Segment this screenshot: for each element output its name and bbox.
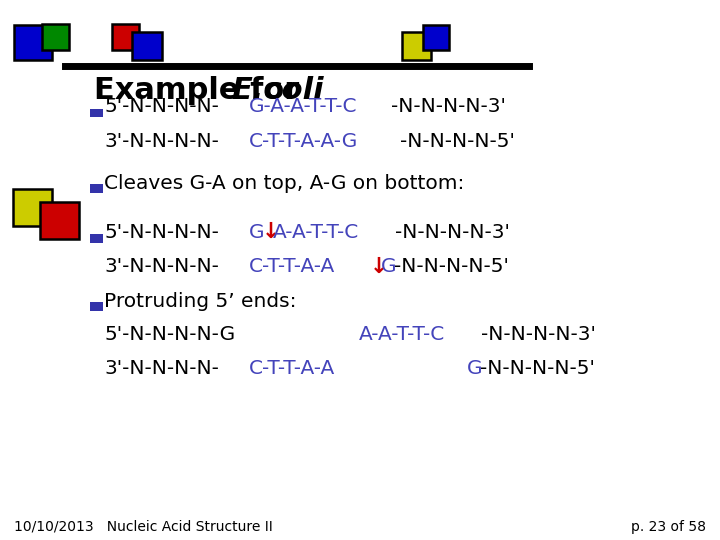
Text: 5'-N-N-N-N-: 5'-N-N-N-N- — [104, 222, 220, 242]
Text: 5'-N-N-N-N-G: 5'-N-N-N-N-G — [104, 325, 235, 345]
Bar — [90, 109, 103, 117]
Text: G: G — [381, 257, 397, 276]
Text: -N-N-N-N-3': -N-N-N-N-3' — [391, 97, 506, 117]
Bar — [90, 302, 103, 310]
Text: Cleaves G-A on top, A-G on bottom:: Cleaves G-A on top, A-G on bottom: — [104, 174, 465, 193]
Text: Example for: Example for — [94, 76, 310, 105]
Bar — [112, 24, 139, 50]
Bar — [132, 32, 162, 60]
Text: G: G — [248, 222, 264, 242]
Bar — [13, 189, 52, 226]
Bar — [90, 234, 103, 242]
Bar — [14, 25, 52, 60]
Text: 3'-N-N-N-N-: 3'-N-N-N-N- — [104, 359, 220, 379]
Text: Protruding 5’ ends:: Protruding 5’ ends: — [104, 292, 297, 311]
Bar — [402, 32, 431, 60]
Text: C-T-T-A-A: C-T-T-A-A — [248, 359, 335, 379]
Bar — [40, 202, 79, 239]
Text: C-T-T-A-A-G: C-T-T-A-A-G — [248, 132, 358, 151]
Text: G-A-A-T-T-C: G-A-A-T-T-C — [248, 97, 357, 117]
Text: p. 23 of 58: p. 23 of 58 — [631, 519, 706, 534]
Text: A-A-T-T-C: A-A-T-T-C — [273, 222, 359, 242]
Text: -N-N-N-N-5': -N-N-N-N-5' — [480, 359, 595, 379]
Text: E.coli: E.coli — [232, 76, 325, 105]
Text: -N-N-N-N-5': -N-N-N-N-5' — [400, 132, 515, 151]
Text: C-T-T-A-A: C-T-T-A-A — [248, 257, 335, 276]
Text: -N-N-N-N-5': -N-N-N-N-5' — [394, 257, 509, 276]
Text: 3'-N-N-N-N-: 3'-N-N-N-N- — [104, 257, 220, 276]
Text: 3'-N-N-N-N-: 3'-N-N-N-N- — [104, 132, 220, 151]
Text: 10/10/2013   Nucleic Acid Structure II: 10/10/2013 Nucleic Acid Structure II — [14, 519, 273, 534]
Text: ↓: ↓ — [261, 222, 279, 242]
Text: ↓: ↓ — [369, 256, 387, 277]
Bar — [423, 25, 449, 50]
Text: -N-N-N-N-3': -N-N-N-N-3' — [395, 222, 510, 242]
Text: G: G — [467, 359, 482, 379]
Text: A-A-T-T-C: A-A-T-T-C — [359, 325, 445, 345]
Text: 5'-N-N-N-N-: 5'-N-N-N-N- — [104, 97, 220, 117]
Bar — [90, 184, 103, 193]
Bar — [42, 24, 69, 50]
Text: -N-N-N-N-3': -N-N-N-N-3' — [481, 325, 596, 345]
